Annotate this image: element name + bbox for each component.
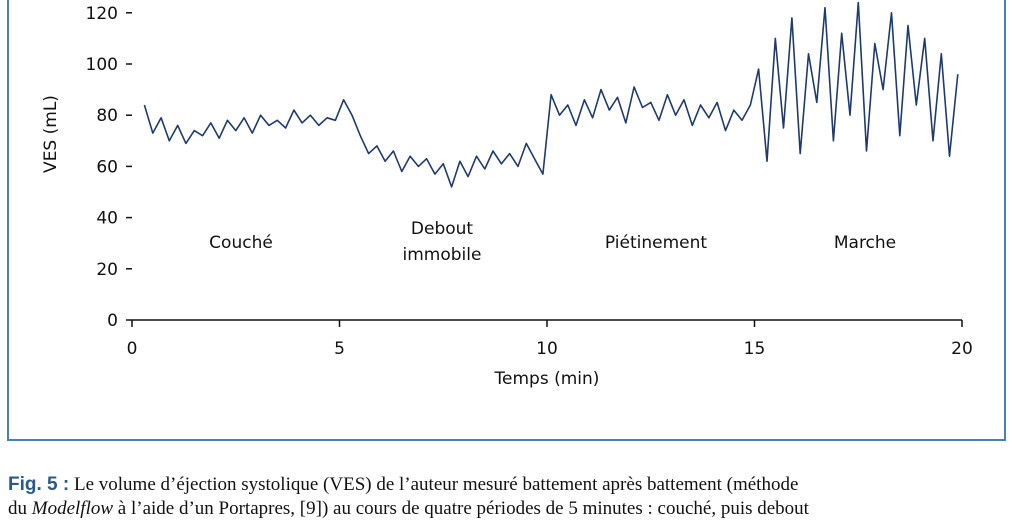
data-line [143,1,959,188]
x-tick-label: 15 [744,339,766,359]
y-tick-label: 40 [96,209,118,229]
annotation: Marche [834,233,896,253]
y-tick-label: 20 [96,260,118,280]
y-tick-label: 120 [86,4,118,24]
annotation: Debout [411,219,474,239]
y-tick-label: 60 [96,157,118,177]
annotation: Couché [209,233,273,253]
annotation: Piétinement [605,233,707,253]
caption-text: à l’aide d’un Portapres, [9]) au cours d… [117,498,809,519]
caption-text: Le volume d’éjection systolique (VES) de… [73,474,799,495]
y-axis-label: VES (mL) [41,95,61,173]
chart: VES (mL) Temps (min) 0 20 40 60 80 100 120 0 5 10… [7,0,1006,441]
caption-text: Modelflow [31,498,114,519]
annotation: immobile [403,245,482,265]
caption-label: Fig. 5 : [8,474,70,495]
x-tick-label: 5 [334,339,345,359]
caption-line: Fig. 5 : Le volume d’éjection systolique… [8,474,798,496]
x-tick-label: 10 [536,339,558,359]
figure-frame [7,0,1006,441]
x-tick-label: 0 [127,339,138,359]
caption-line: du Modelflow à l’aide d’un Portapres, [9… [8,498,809,520]
x-tick-label: 20 [951,339,973,359]
y-tick-label: 80 [96,106,118,126]
x-axis-label: Temps (min) [494,369,600,389]
caption-text: du [8,498,27,519]
y-tick-label: 100 [86,55,118,75]
y-tick-label: 0 [107,311,118,331]
